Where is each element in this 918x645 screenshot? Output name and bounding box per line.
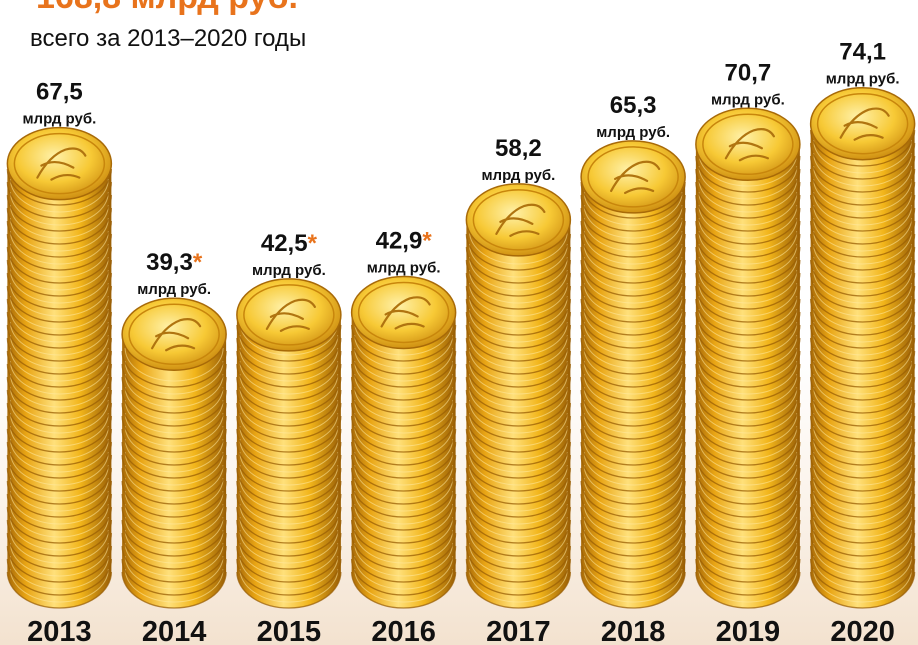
coin-stack-bar-2017 xyxy=(465,183,572,609)
value-label-2018: 65,3 xyxy=(610,92,657,119)
year-label-2018: 2018 xyxy=(601,616,666,645)
unit-label-2018: млрд руб. xyxy=(596,124,670,141)
value-label-2016: 42,9* xyxy=(376,227,433,254)
coin-stack-bar-2015 xyxy=(236,278,342,609)
unit-label-2017: млрд руб. xyxy=(481,167,555,184)
footnote-mark: * xyxy=(308,230,318,257)
headline-period: всего за 2013–2020 годы xyxy=(30,25,307,52)
coin-stack-bar-2020 xyxy=(809,86,916,609)
footnote-mark: * xyxy=(193,249,203,276)
unit-label-2020: млрд руб. xyxy=(826,71,900,88)
unit-label-2019: млрд руб. xyxy=(711,91,785,108)
value-label-2014: 39,3* xyxy=(146,249,203,276)
unit-label-2016: млрд руб. xyxy=(367,259,441,276)
coin-stack-bar-2014 xyxy=(121,297,227,609)
year-label-2016: 2016 xyxy=(371,616,436,645)
value-label-2013: 67,5 xyxy=(36,79,83,106)
footnote-mark: * xyxy=(422,227,432,254)
coin-stack-bar-2013 xyxy=(6,126,113,609)
value-label-2019: 70,7 xyxy=(725,59,772,86)
headline-total: 168,8 млрд руб. xyxy=(36,0,298,17)
unit-label-2014: млрд руб. xyxy=(137,281,211,298)
year-label-2020: 2020 xyxy=(830,616,895,645)
coin-stack-bar-2016 xyxy=(350,275,457,609)
unit-label-2013: млрд руб. xyxy=(22,111,96,128)
coin-stack-bar-2018 xyxy=(580,140,686,609)
year-label-2013: 2013 xyxy=(27,616,92,645)
value-label-2020: 74,1 xyxy=(839,39,886,66)
year-label-2014: 2014 xyxy=(142,616,207,645)
year-label-2017: 2017 xyxy=(486,616,551,645)
value-label-2017: 58,2 xyxy=(495,135,542,162)
year-label-2015: 2015 xyxy=(257,616,322,645)
value-label-2015: 42,5* xyxy=(261,230,318,257)
coin-stack-bar-2019 xyxy=(695,107,801,609)
unit-label-2015: млрд руб. xyxy=(252,262,326,279)
year-label-2019: 2019 xyxy=(716,616,781,645)
